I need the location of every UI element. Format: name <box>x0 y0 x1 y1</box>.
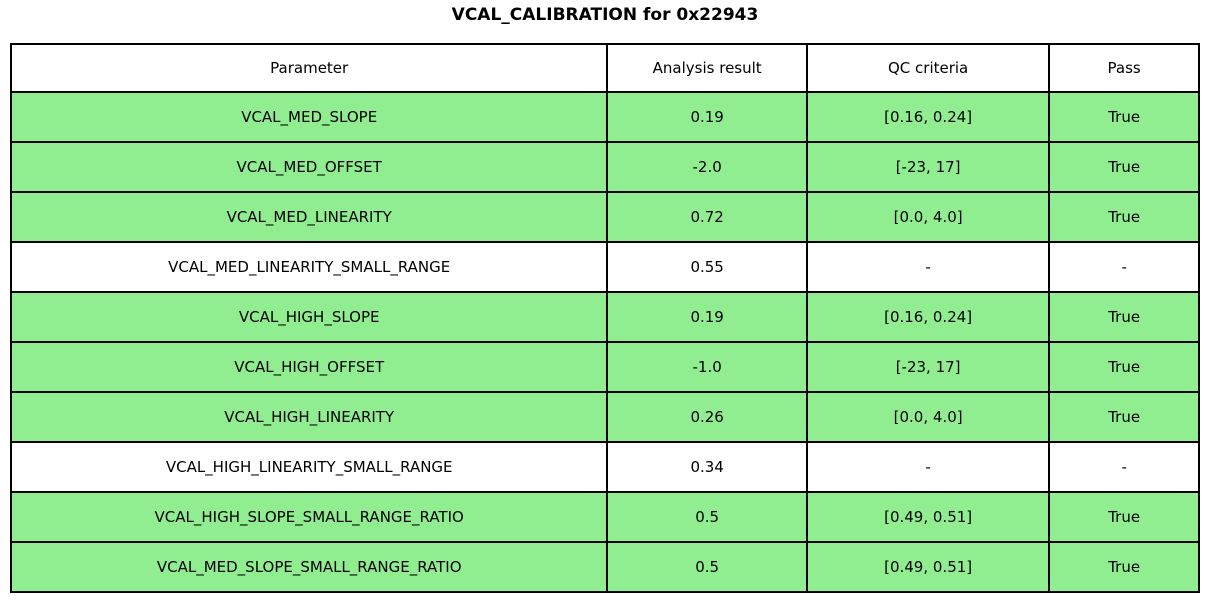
cell-pass: True <box>1048 91 1200 143</box>
table-row: VCAL_MED_LINEARITY 0.72 [0.0, 4.0] True <box>9 191 1200 243</box>
cell-pass: True <box>1048 291 1200 343</box>
table-row: VCAL_HIGH_SLOPE_SMALL_RANGE_RATIO 0.5 [0… <box>9 491 1200 543</box>
cell-pass: True <box>1048 491 1200 543</box>
cell-analysis-result: 0.5 <box>606 541 808 593</box>
cell-qc-criteria: [0.16, 0.24] <box>805 291 1051 343</box>
cell-parameter: VCAL_MED_LINEARITY_SMALL_RANGE <box>9 241 609 293</box>
page-title: VCAL_CALIBRATION for 0x22943 <box>451 5 759 25</box>
cell-analysis-result: 0.19 <box>606 291 808 343</box>
cell-pass: True <box>1048 541 1200 593</box>
cell-analysis-result: 0.34 <box>606 441 808 493</box>
table-row: VCAL_MED_OFFSET -2.0 [-23, 17] True <box>9 141 1200 193</box>
cell-qc-criteria: [0.49, 0.51] <box>805 541 1051 593</box>
cell-parameter: VCAL_HIGH_LINEARITY <box>9 391 609 443</box>
cell-pass: True <box>1048 191 1200 243</box>
cell-parameter: VCAL_MED_SLOPE_SMALL_RANGE_RATIO <box>9 541 609 593</box>
cell-pass: True <box>1048 391 1200 443</box>
table-row: VCAL_MED_LINEARITY_SMALL_RANGE 0.55 - - <box>9 241 1200 293</box>
cell-parameter: VCAL_MED_OFFSET <box>9 141 609 193</box>
table-row: VCAL_HIGH_OFFSET -1.0 [-23, 17] True <box>9 341 1200 393</box>
cell-qc-criteria: [-23, 17] <box>805 141 1051 193</box>
table-row: VCAL_HIGH_LINEARITY_SMALL_RANGE 0.34 - - <box>9 441 1200 493</box>
table-body: VCAL_MED_SLOPE 0.19 [0.16, 0.24] True VC… <box>9 91 1200 593</box>
cell-parameter: VCAL_MED_SLOPE <box>9 91 609 143</box>
cell-parameter: VCAL_HIGH_LINEARITY_SMALL_RANGE <box>9 441 609 493</box>
column-header-pass: Pass <box>1048 43 1200 93</box>
cell-qc-criteria: [0.0, 4.0] <box>805 191 1051 243</box>
table-row: VCAL_MED_SLOPE_SMALL_RANGE_RATIO 0.5 [0.… <box>9 541 1200 593</box>
column-header-qc-criteria: QC criteria <box>805 43 1051 93</box>
cell-parameter: VCAL_MED_LINEARITY <box>9 191 609 243</box>
cell-analysis-result: -2.0 <box>606 141 808 193</box>
cell-analysis-result: 0.72 <box>606 191 808 243</box>
cell-pass: - <box>1048 441 1200 493</box>
table-row: VCAL_HIGH_LINEARITY 0.26 [0.0, 4.0] True <box>9 391 1200 443</box>
cell-analysis-result: 0.5 <box>606 491 808 543</box>
cell-qc-criteria: [0.16, 0.24] <box>805 91 1051 143</box>
cell-pass: - <box>1048 241 1200 293</box>
cell-analysis-result: 0.55 <box>606 241 808 293</box>
cell-parameter: VCAL_HIGH_SLOPE <box>9 291 609 343</box>
column-header-analysis-result: Analysis result <box>606 43 808 93</box>
cell-qc-criteria: [-23, 17] <box>805 341 1051 393</box>
header-row: Parameter Analysis result QC criteria Pa… <box>9 43 1200 93</box>
cell-analysis-result: -1.0 <box>606 341 808 393</box>
cell-qc-criteria: [0.0, 4.0] <box>805 391 1051 443</box>
column-header-parameter: Parameter <box>9 43 609 93</box>
cell-qc-criteria: - <box>805 241 1051 293</box>
cell-qc-criteria: [0.49, 0.51] <box>805 491 1051 543</box>
cell-analysis-result: 0.19 <box>606 91 808 143</box>
table-row: VCAL_HIGH_SLOPE 0.19 [0.16, 0.24] True <box>9 291 1200 343</box>
cell-pass: True <box>1048 341 1200 393</box>
table-row: VCAL_MED_SLOPE 0.19 [0.16, 0.24] True <box>9 91 1200 143</box>
cell-analysis-result: 0.26 <box>606 391 808 443</box>
cell-parameter: VCAL_HIGH_SLOPE_SMALL_RANGE_RATIO <box>9 491 609 543</box>
cell-parameter: VCAL_HIGH_OFFSET <box>9 341 609 393</box>
table-header: Parameter Analysis result QC criteria Pa… <box>9 43 1200 93</box>
qc-table-container: Parameter Analysis result QC criteria Pa… <box>9 43 1200 593</box>
cell-pass: True <box>1048 141 1200 193</box>
qc-table: Parameter Analysis result QC criteria Pa… <box>9 43 1200 593</box>
cell-qc-criteria: - <box>805 441 1051 493</box>
